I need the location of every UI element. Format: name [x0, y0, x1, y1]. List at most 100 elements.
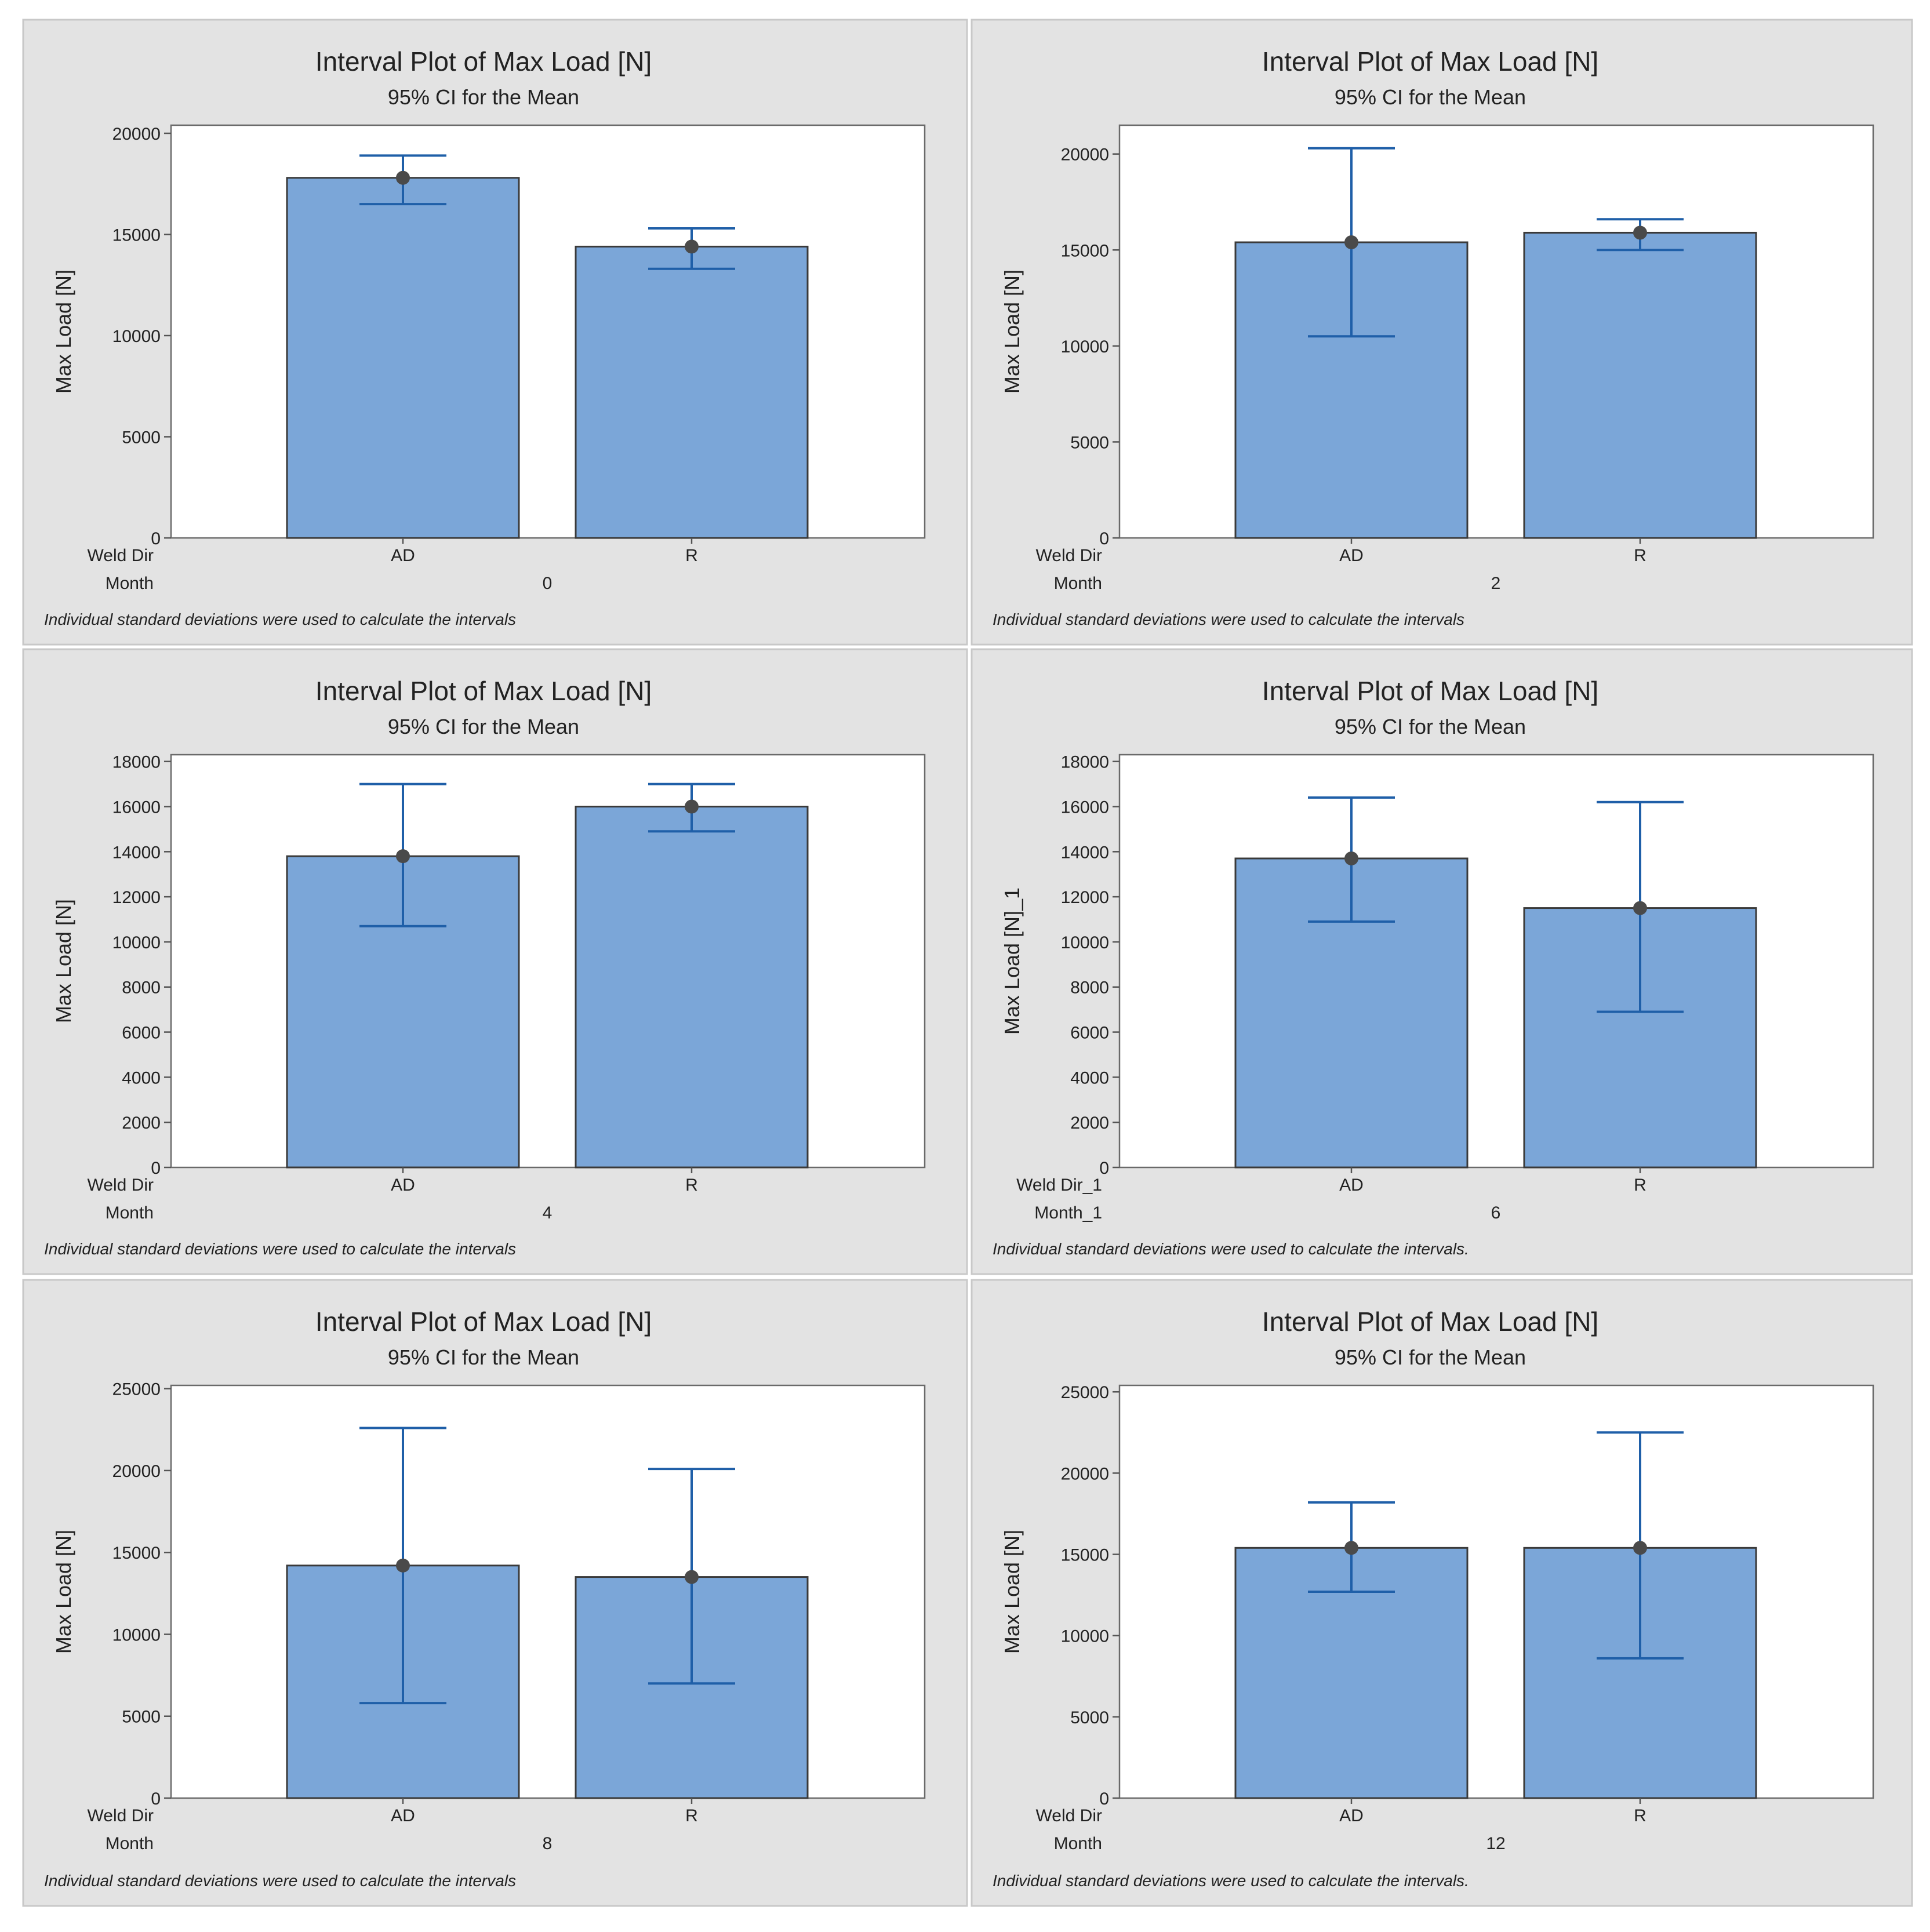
- y-tick-label: 5000: [122, 1708, 161, 1727]
- y-tick-label: 8000: [122, 978, 161, 998]
- y-axis-label: Max Load [N]_1: [1000, 887, 1024, 1035]
- plot-area: [170, 1384, 926, 1799]
- y-tick-label: 15000: [112, 225, 161, 245]
- factor-label-weld-dir: Weld Dir: [1036, 546, 1102, 565]
- chart-title: Interval Plot of Max Load [N]: [315, 1307, 652, 1337]
- chart-title: Interval Plot of Max Load [N]: [315, 676, 652, 706]
- month-group-value: 2: [1491, 574, 1501, 593]
- x-category-label: AD: [1339, 1176, 1364, 1195]
- y-tick-label: 20000: [1061, 145, 1109, 165]
- y-tick-label: 0: [1099, 1159, 1109, 1178]
- y-tick-label: 16000: [1061, 798, 1109, 817]
- mean-point-r: [685, 799, 699, 814]
- chart-title: Interval Plot of Max Load [N]: [315, 46, 652, 77]
- chart-footnote: Individual standard deviations were used…: [993, 1872, 1469, 1890]
- factor-label-month: Month: [106, 1203, 154, 1222]
- x-category-label: AD: [391, 1806, 415, 1825]
- plot-area: [1118, 124, 1874, 539]
- bar-r: [575, 245, 809, 539]
- y-tick-label: 5000: [122, 428, 161, 447]
- y-tick-label: 10000: [112, 327, 161, 346]
- interval-plot-panel-2: Interval Plot of Max Load [N] 95% CI for …: [971, 19, 1913, 646]
- y-tick-label: 6000: [122, 1024, 161, 1043]
- y-tick-label: 2000: [122, 1114, 161, 1133]
- y-tick-label: 18000: [1061, 753, 1109, 772]
- y-tick-label: 10000: [1061, 933, 1109, 952]
- y-tick-label: 10000: [112, 1625, 161, 1644]
- chart-footnote: Individual standard deviations were used…: [993, 610, 1464, 628]
- factor-label-weld-dir: Weld Dir_1: [1016, 1176, 1102, 1195]
- x-category-label: AD: [391, 546, 415, 565]
- y-tick-label: 10000: [112, 933, 161, 952]
- x-category-label: R: [1634, 546, 1647, 565]
- y-tick-label: 25000: [1061, 1383, 1109, 1402]
- mean-point-r: [1633, 225, 1647, 240]
- x-category-label: R: [685, 1176, 698, 1195]
- mean-point-ad: [1344, 851, 1358, 865]
- bar-ad: [286, 177, 520, 539]
- y-tick-label: 16000: [112, 798, 161, 817]
- x-category-label: AD: [1339, 546, 1364, 565]
- y-tick-label: 0: [151, 1789, 161, 1809]
- factor-label-weld-dir: Weld Dir: [1036, 1806, 1102, 1825]
- y-tick-label: 5000: [1070, 433, 1109, 452]
- chart-subtitle: 95% CI for the Mean: [1335, 715, 1526, 738]
- mean-point-ad: [396, 170, 410, 185]
- y-axis-label: Max Load [N]: [52, 270, 75, 394]
- chart-footnote: Individual standard deviations were used…: [44, 1872, 516, 1890]
- chart-subtitle: 95% CI for the Mean: [388, 1345, 579, 1369]
- month-group-value: 4: [543, 1203, 553, 1222]
- mean-point-r: [685, 239, 699, 254]
- month-group-value: 8: [543, 1834, 553, 1853]
- y-tick-label: 10000: [1061, 337, 1109, 356]
- y-tick-label: 20000: [112, 125, 161, 144]
- bar-r: [575, 805, 809, 1169]
- chart-title: Interval Plot of Max Load [N]: [1262, 46, 1598, 77]
- y-tick-label: 12000: [112, 888, 161, 907]
- y-tick-label: 14000: [112, 843, 161, 862]
- y-tick-label: 18000: [112, 753, 161, 772]
- plot-area: [170, 124, 926, 539]
- mean-point-r: [1633, 1541, 1647, 1555]
- chart-subtitle: 95% CI for the Mean: [1335, 85, 1526, 109]
- month-group-value: 12: [1486, 1834, 1505, 1853]
- factor-label-month: Month_1: [1034, 1203, 1102, 1222]
- month-group-value: 6: [1491, 1203, 1501, 1222]
- y-tick-label: 6000: [1070, 1024, 1109, 1043]
- y-tick-label: 25000: [112, 1380, 161, 1399]
- interval-plot-panel-4: Interval Plot of Max Load [N] 95% CI for …: [971, 648, 1913, 1275]
- y-tick-label: 5000: [1070, 1708, 1109, 1727]
- y-tick-label: 10000: [1061, 1627, 1109, 1646]
- y-tick-label: 15000: [112, 1544, 161, 1563]
- x-category-label: R: [685, 1806, 698, 1825]
- y-tick-label: 4000: [122, 1068, 161, 1087]
- y-tick-label: 15000: [1061, 1546, 1109, 1565]
- y-tick-label: 12000: [1061, 888, 1109, 907]
- plot-area: [1118, 754, 1874, 1169]
- x-category-label: AD: [1339, 1806, 1364, 1825]
- interval-plot-panel-1: Interval Plot of Max Load [N] 95% CI for …: [22, 19, 968, 646]
- y-tick-label: 4000: [1070, 1068, 1109, 1087]
- factor-label-month: Month: [1054, 574, 1102, 593]
- y-tick-label: 0: [151, 529, 161, 548]
- plot-area: [170, 754, 926, 1169]
- y-tick-label: 0: [1099, 529, 1109, 548]
- chart-subtitle: 95% CI for the Mean: [1335, 1345, 1526, 1369]
- mean-point-ad: [396, 1558, 410, 1573]
- factor-label-weld-dir: Weld Dir: [88, 1806, 154, 1825]
- chart-subtitle: 95% CI for the Mean: [388, 715, 579, 738]
- x-category-label: R: [1634, 1806, 1647, 1825]
- factor-label-month: Month: [106, 574, 154, 593]
- y-tick-label: 15000: [1061, 241, 1109, 260]
- factor-label-month: Month: [1054, 1834, 1102, 1853]
- chart-subtitle: 95% CI for the Mean: [388, 85, 579, 109]
- y-tick-label: 20000: [1061, 1464, 1109, 1483]
- y-axis-label: Max Load [N]: [1000, 1530, 1024, 1654]
- interval-plot-panel-3: Interval Plot of Max Load [N] 95% CI for …: [22, 648, 968, 1275]
- interval-plot-panel-5: Interval Plot of Max Load [N] 95% CI for …: [22, 1279, 968, 1907]
- x-category-label: R: [685, 546, 698, 565]
- x-category-label: AD: [391, 1176, 415, 1195]
- mean-point-ad: [396, 849, 410, 864]
- y-axis-label: Max Load [N]: [52, 899, 75, 1023]
